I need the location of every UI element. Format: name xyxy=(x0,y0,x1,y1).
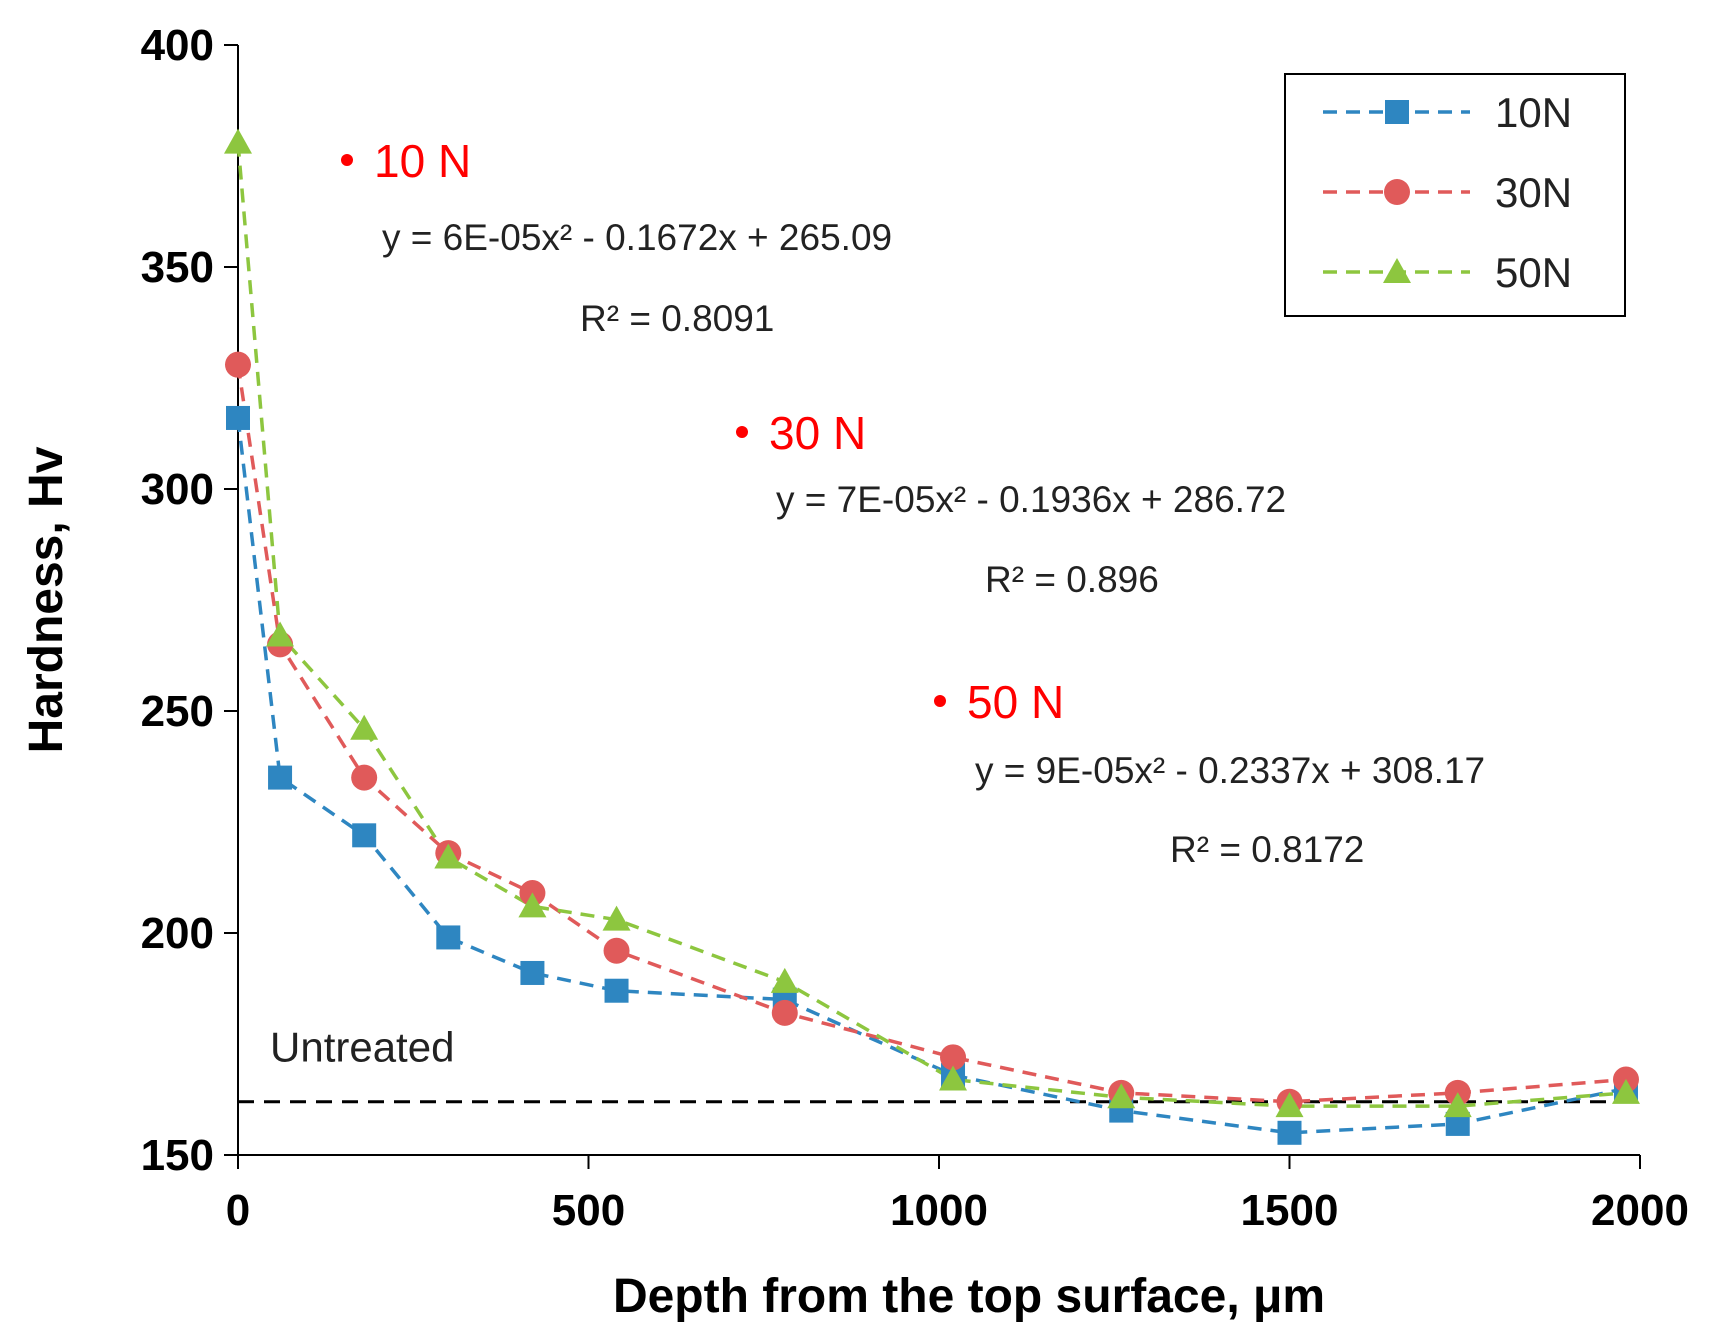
marker-circle xyxy=(771,999,798,1026)
baseline-layer: Untreated xyxy=(238,1024,1640,1104)
marker-square xyxy=(604,978,629,1003)
annotation-layer: 10 N y = 6E-05x² - 0.1672x + 265.09 R² = 0… xyxy=(341,135,1485,870)
series-line-50N xyxy=(236,142,1627,1108)
marker-square xyxy=(226,405,250,430)
y-tick-label: 400 xyxy=(141,21,214,70)
axes-layer: 150 200 250 300 350 400 0 500 1000 1500 2000 Depth … xyxy=(20,21,1689,1323)
marker-triangle xyxy=(1275,1092,1304,1118)
marker-triangle xyxy=(518,892,547,918)
annotation-title: 10 N xyxy=(374,135,471,187)
y-tick-label: 350 xyxy=(141,243,214,292)
series-markers-30N xyxy=(225,351,1639,1115)
x-tick-label: 1000 xyxy=(890,1186,988,1235)
marker-triangle xyxy=(770,967,799,993)
series-markers-50N xyxy=(224,128,1640,1118)
legend-label-10N: 10N xyxy=(1495,89,1572,136)
y-tick-label: 250 xyxy=(141,687,214,736)
marker-square xyxy=(352,823,377,848)
marker-square xyxy=(436,925,461,950)
fit-equation: y = 6E-05x² - 0.1672x + 265.09 xyxy=(382,217,892,258)
marker-triangle xyxy=(350,714,379,740)
marker-triangle xyxy=(602,905,631,931)
marker-triangle xyxy=(939,1065,968,1091)
marker-triangle xyxy=(266,621,295,647)
marker-square xyxy=(520,960,545,985)
annotation-bullet xyxy=(736,426,748,438)
legend: 10N 30N 50N xyxy=(1284,73,1626,317)
y-tick-label: 150 xyxy=(141,1131,214,1180)
untreated-label: Untreated xyxy=(270,1024,454,1071)
marker-triangle xyxy=(434,843,463,869)
x-tick-label: 1500 xyxy=(1241,1186,1339,1235)
x-axis-title: Depth from the top surface, μm xyxy=(613,1270,1325,1323)
marker-circle xyxy=(1384,179,1410,205)
marker-square xyxy=(1277,1120,1302,1145)
x-tick-label: 0 xyxy=(226,1186,250,1235)
annotation-title: 30 N xyxy=(769,407,866,459)
legend-label-30N: 30N xyxy=(1495,169,1572,216)
y-tick-label: 200 xyxy=(141,909,214,958)
annotation-bullet xyxy=(934,695,946,707)
fit-equation: y = 7E-05x² - 0.1936x + 286.72 xyxy=(776,479,1286,520)
marker-triangle xyxy=(1443,1092,1472,1118)
marker-circle xyxy=(351,764,378,791)
legend-label-50N: 50N xyxy=(1495,249,1572,296)
marker-triangle xyxy=(1611,1078,1640,1104)
marker-circle xyxy=(940,1044,967,1071)
marker-triangle xyxy=(1107,1083,1136,1109)
y-axis-title: Hardness, Hv xyxy=(20,446,73,753)
annotation-title: 50 N xyxy=(967,676,1064,728)
series-layer xyxy=(224,128,1640,1145)
series-line-30N xyxy=(236,364,1627,1104)
marker-triangle xyxy=(224,128,252,154)
marker-triangle xyxy=(1383,258,1411,283)
x-tick-label: 500 xyxy=(552,1186,625,1235)
marker-circle xyxy=(225,351,251,378)
y-tick-label: 300 xyxy=(141,465,214,514)
marker-circle xyxy=(603,937,630,964)
fit-r-squared: R² = 0.8172 xyxy=(1170,829,1364,870)
x-tick-label: 2000 xyxy=(1591,1186,1689,1235)
fit-equation: y = 9E-05x² - 0.2337x + 308.17 xyxy=(975,750,1485,791)
marker-square xyxy=(1385,100,1409,124)
fit-r-squared: R² = 0.896 xyxy=(985,559,1159,600)
legend-box xyxy=(1284,73,1626,317)
marker-square xyxy=(268,765,293,790)
series-line-10N xyxy=(236,417,1627,1135)
fit-r-squared: R² = 0.8091 xyxy=(580,298,774,339)
annotation-bullet xyxy=(341,154,353,166)
